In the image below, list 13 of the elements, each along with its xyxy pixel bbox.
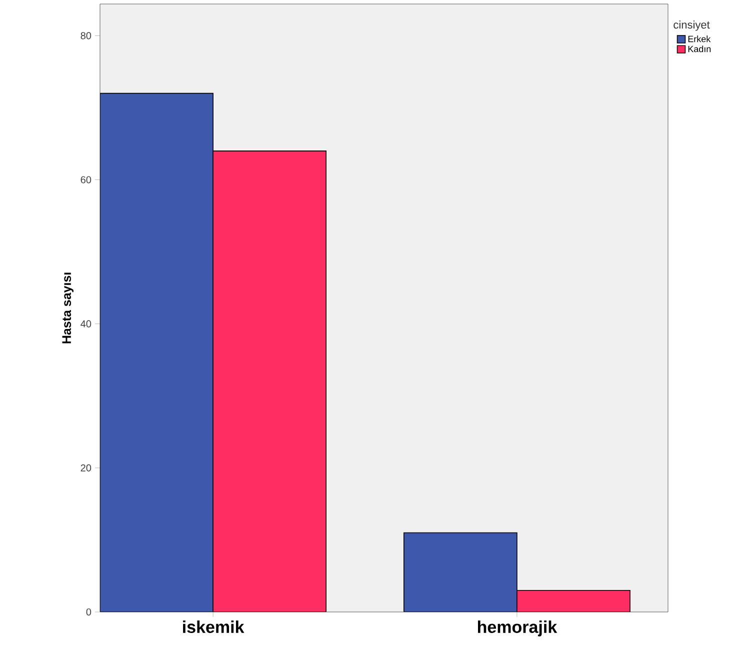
legend-title: cinsiyet	[674, 20, 710, 31]
bar	[212, 150, 327, 612]
x-tick-label: hemorajik	[478, 620, 558, 636]
legend-label: Erkek	[688, 36, 711, 42]
y-tick-label: 80	[80, 32, 92, 40]
y-axis-title: Hasta sayısı	[62, 272, 74, 344]
bar	[516, 590, 630, 612]
y-tick-label: 0	[86, 608, 92, 616]
legend-label: Kadın	[688, 46, 711, 52]
y-tick-label: 20	[80, 464, 92, 472]
x-tick-label: iskemik	[183, 620, 244, 634]
y-tick-label: 60	[80, 176, 92, 184]
y-tick-label: 40	[80, 320, 92, 328]
